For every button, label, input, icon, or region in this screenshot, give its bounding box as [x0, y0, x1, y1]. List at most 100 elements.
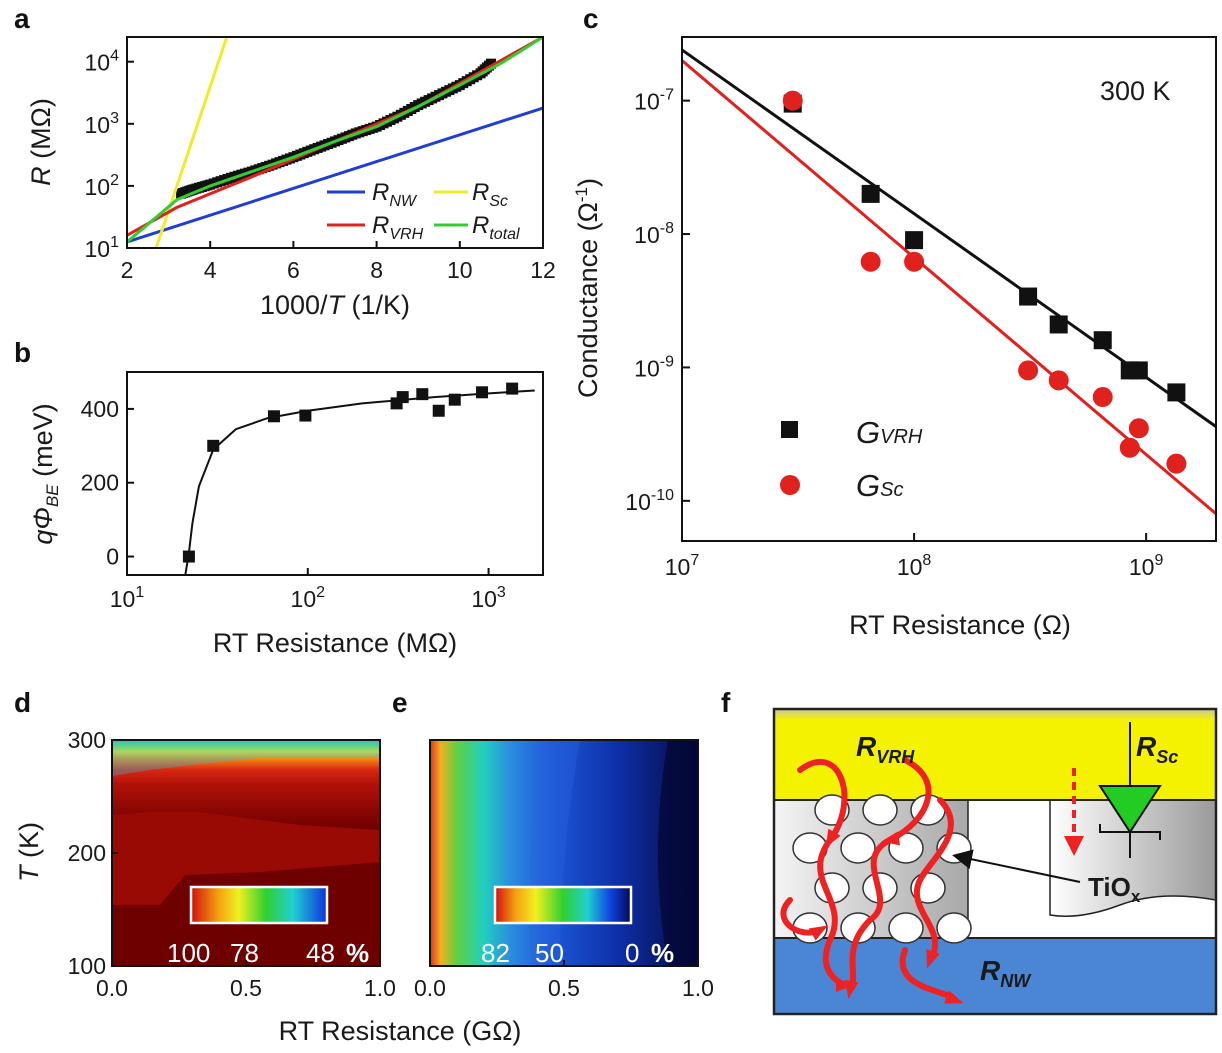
hopping-arrow — [797, 759, 848, 988]
y-tick-label-b: 400 — [81, 396, 119, 422]
x-tick-label-b: 103 — [471, 584, 506, 612]
data-point-gsc — [1128, 418, 1149, 439]
data-point-gsc — [1166, 453, 1187, 474]
data-point-gvrh — [905, 231, 924, 250]
x-tick-label-c: 107 — [665, 552, 700, 580]
plot-area-b — [182, 382, 535, 575]
data-point — [207, 439, 220, 452]
hopping-arrowhead — [825, 828, 841, 848]
y-tick-label-d: 200 — [68, 840, 106, 866]
hopping-arrows — [780, 757, 964, 1004]
x-tick-label-c: 109 — [1129, 552, 1164, 580]
legend-label-rvrh: RVRH — [372, 212, 424, 243]
trap-site-circle — [862, 794, 898, 826]
tiox-label: TiOx — [1088, 872, 1141, 906]
x-tick-label-c: 108 — [897, 552, 932, 580]
y-tick-label-a: 102 — [85, 172, 120, 200]
series-line-r-total — [127, 37, 543, 244]
y-tick-label-a: 104 — [85, 48, 120, 76]
ticks-d: 0.0 0.5 1.0 100 200 300 — [68, 727, 396, 1001]
ticks-c: 107 108 109 10-10 10-9 10-8 10-7 — [625, 87, 1163, 580]
legend-label-rtotal: Rtotal — [472, 212, 520, 243]
trap-site-circle — [888, 912, 924, 944]
series-line-r-sc — [154, 37, 229, 248]
x-tick-label-e: 0.5 — [548, 975, 580, 1001]
x-tick-label-b: 102 — [291, 584, 326, 612]
colorbar-e-label-2: 0 — [625, 938, 639, 968]
x-tick-label-d: 0.0 — [96, 975, 128, 1001]
heatmap-e — [430, 740, 698, 966]
data-point — [267, 410, 280, 423]
legend-marker-gsc — [780, 475, 800, 495]
heatmap-d-mid-band — [112, 812, 380, 905]
axes-frame-c — [681, 36, 1217, 542]
y-tick-label-a: 101 — [85, 234, 120, 262]
legend-label-rnw: RNW — [372, 179, 418, 210]
x-tick-label-a: 12 — [530, 257, 556, 283]
data-point-gvrh — [1019, 287, 1038, 306]
data-point — [432, 404, 445, 417]
schottky-diode-icon — [1098, 722, 1162, 858]
data-point-gvrh — [1167, 383, 1186, 402]
panel-label-c: c — [583, 3, 599, 34]
panel-label-e: e — [392, 687, 408, 718]
xlabel-de: RT Resistance (GΩ) — [279, 1016, 522, 1046]
x-tick-label-a: 8 — [370, 257, 383, 283]
x-tick-label-a: 2 — [121, 257, 134, 283]
ylabel-c: Conductance (Ω-1) — [572, 178, 603, 398]
y-tick-label-c: 10-9 — [634, 353, 674, 381]
data-point-gvrh — [1093, 331, 1112, 350]
data-point — [416, 388, 429, 401]
panel-f: f TiOx RVRH RSc RNW — [721, 687, 1218, 1016]
legend-a: RNW RSc RVRH Rtotal — [327, 179, 520, 243]
data-point-gsc — [904, 251, 925, 272]
plot-area-c — [682, 48, 1216, 515]
fit-curve-b — [184, 389, 535, 575]
y-tick-label-b: 200 — [81, 470, 119, 496]
tiox-pointer — [952, 849, 1081, 883]
axes-frame-b — [126, 371, 544, 576]
panel-a: a 2 4 6 8 10 12 101 102 103 104 RNW RSc RVRH Rtot… — [14, 3, 556, 320]
ticks-a: 2 4 6 8 10 12 101 102 103 104 — [85, 48, 556, 283]
data-point-gsc — [1119, 437, 1140, 458]
legend-label-rsc: RSc — [472, 179, 508, 210]
colorbar-e-label-1: 50 — [535, 938, 564, 968]
x-tick-label-d: 1.0 — [364, 975, 396, 1001]
colorbar-d-label-2: 48 — [306, 938, 335, 968]
legend-label-gvrh: GVRH — [856, 415, 923, 450]
x-tick-label-e: 0.0 — [414, 975, 446, 1001]
panel-c: c 107 108 109 10-10 10-9 10-8 10-7 300 K GVRH … — [572, 3, 1217, 640]
diagram-frame — [772, 707, 1218, 1016]
metal-contact — [774, 709, 1216, 800]
y-tick-label-a: 103 — [85, 110, 120, 138]
y-tick-label-d: 300 — [68, 727, 106, 753]
panel-label-a: a — [14, 3, 30, 34]
colorbar-e-unit: % — [651, 938, 674, 968]
legend-c: GVRH GSc — [780, 415, 923, 503]
data-point — [182, 550, 195, 563]
ticks-b: 101 102 103 0 200 400 — [81, 396, 506, 612]
xlabel-a: 1000/T (1/K) — [260, 290, 410, 320]
data-point-gsc — [1018, 360, 1039, 381]
ylabel-a: R (MΩ) — [26, 98, 56, 186]
panel-label-f: f — [721, 687, 731, 718]
data-point-gsc — [1048, 370, 1069, 391]
colorbar-e — [493, 885, 633, 925]
colorbar-d-label-0: 100 — [167, 938, 210, 968]
panel-b: b 101 102 103 0 200 400 RT Resistance (MΩ) qΦ… — [14, 337, 544, 658]
ylabel-d: T (K) — [14, 822, 44, 882]
heatmap-e-dark-edge — [658, 740, 698, 966]
label-rvrh: RVRH — [856, 731, 915, 767]
data-point — [506, 382, 519, 395]
data-point-gvrh — [1049, 315, 1068, 334]
hopping-arrowhead — [844, 979, 859, 999]
x-tick-label-d: 0.5 — [230, 975, 262, 1001]
data-point-gsc — [860, 251, 881, 272]
hopping-arrow — [847, 757, 932, 993]
trap-site-circle — [840, 832, 876, 864]
y-tick-label-b: 0 — [106, 544, 119, 570]
legend-label-gsc: GSc — [856, 468, 903, 503]
data-point — [299, 409, 312, 422]
legend-marker-gvrh — [781, 421, 798, 438]
